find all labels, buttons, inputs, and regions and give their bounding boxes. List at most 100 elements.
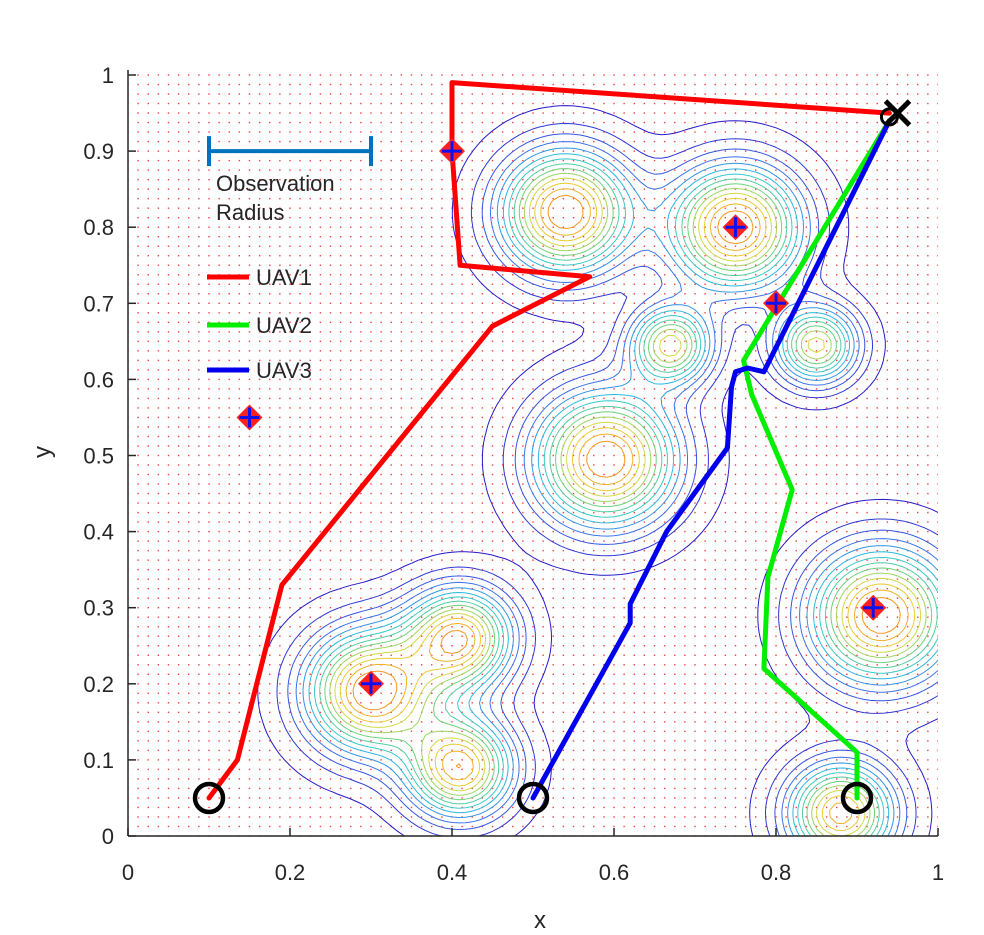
grid-dot [451,787,453,790]
grid-dot [623,511,625,514]
grid-dot [269,159,271,162]
grid-dot [734,121,737,124]
grid-dot [228,321,230,324]
grid-dot [653,730,656,733]
grid-dot [147,759,149,761]
grid-dot [704,216,706,219]
grid-dot [603,340,605,343]
grid-dot [248,597,251,599]
grid-dot [471,521,473,523]
grid-dot [613,397,615,400]
grid-dot [198,654,200,656]
grid-dot [623,169,625,171]
grid-dot [329,597,332,599]
grid-dot [481,102,484,105]
grid-dot [238,711,241,714]
grid-dot [400,359,403,362]
grid-dot [258,359,261,362]
grid-dot [623,388,625,390]
grid-dot [744,768,747,771]
grid-dot [289,331,291,333]
grid-dot [350,188,352,190]
grid-dot [279,188,281,190]
grid-dot [410,673,413,675]
grid-dot [360,778,362,780]
grid-dot [157,340,160,343]
grid-dot [420,607,423,609]
grid-dot [582,150,585,152]
grid-dot [157,464,160,466]
grid-dot [593,197,595,200]
grid-dot [370,340,372,343]
grid-dot [744,340,747,343]
grid-dot [663,578,666,580]
grid-dot [582,711,585,714]
grid-dot [491,768,494,771]
grid-dot [481,587,484,590]
grid-dot [694,255,696,257]
grid-dot [198,768,200,771]
grid-dot [380,74,382,76]
grid-dot [360,359,362,362]
grid-dot [481,654,484,656]
grid-dot [299,312,301,314]
grid-dot [299,207,301,209]
grid-dot [218,93,220,95]
grid-dot [471,178,473,181]
grid-dot [451,369,453,371]
grid-dot [724,464,727,466]
grid-dot [167,511,170,514]
grid-dot [674,825,676,828]
grid-dot [299,587,301,590]
grid-dot [744,607,747,609]
grid-dot [350,274,352,276]
grid-dot [724,255,727,257]
grid-dot [329,369,332,371]
grid-dot [724,359,727,362]
grid-dot [593,416,595,419]
grid-dot [461,302,463,304]
grid-dot [562,216,565,219]
grid-dot [562,435,565,438]
grid-dot [714,245,716,247]
grid-dot [188,331,190,333]
grid-dot [461,787,463,790]
grid-dot [137,559,139,561]
grid-dot [674,426,676,428]
grid-dot [461,559,463,561]
grid-dot [400,131,403,133]
grid-dot [147,93,149,95]
grid-dot [400,340,403,343]
grid-dot [461,530,463,533]
grid-dot [198,112,200,114]
grid-dot [522,511,524,514]
grid-dot [694,150,696,152]
grid-dot [279,816,281,818]
grid-dot [653,140,656,143]
grid-dot [633,74,635,76]
grid-dot [491,702,494,704]
grid-dot [694,112,696,114]
grid-dot [360,245,362,247]
grid-dot [319,787,322,790]
grid-dot [542,530,544,533]
grid-dot [684,549,686,552]
grid-dot [451,445,453,447]
grid-dot [431,511,433,514]
grid-dot [431,492,433,495]
grid-dot [208,131,210,133]
grid-dot [167,549,170,552]
grid-dot [431,654,433,656]
grid-dot [370,825,372,828]
grid-dot [350,93,352,95]
grid-dot [167,169,170,171]
grid-dot [350,426,352,428]
grid-dot [279,207,281,209]
grid-dot [582,721,585,723]
grid-dot [238,83,241,86]
grid-dot [684,797,686,799]
grid-dot [238,102,241,105]
grid-dot [643,702,646,704]
grid-dot [269,121,271,124]
grid-dot [157,369,160,371]
